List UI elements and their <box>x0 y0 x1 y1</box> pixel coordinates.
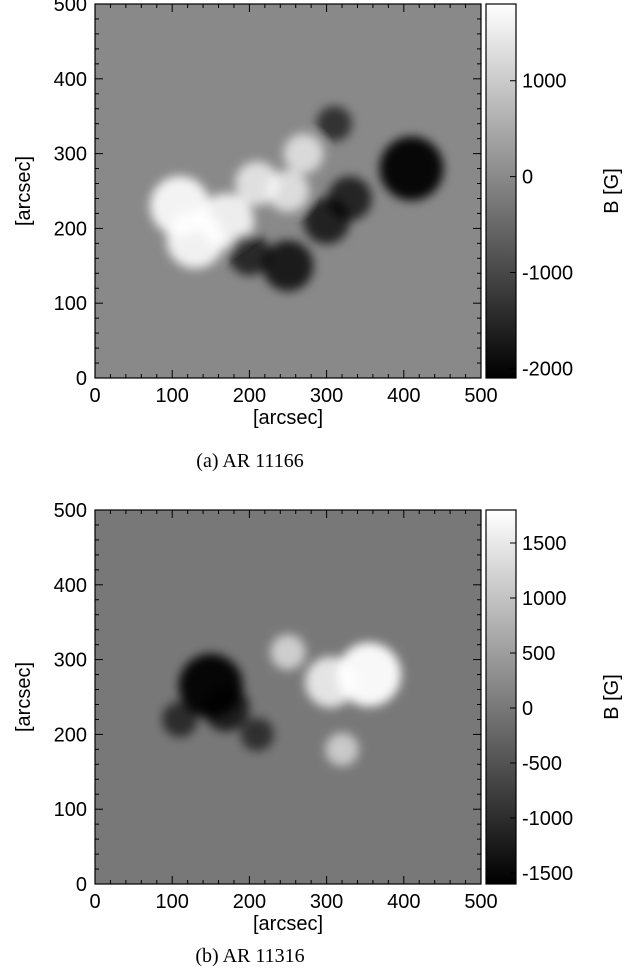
y-tick-label: 500 <box>54 0 87 16</box>
colorbar <box>485 3 517 379</box>
colorbar-tick-label: 0 <box>522 698 533 720</box>
positive-polarity-region <box>198 193 254 249</box>
negative-polarity-region <box>316 105 353 142</box>
colorbar-label: B [G] <box>601 168 623 214</box>
negative-polarity-region <box>262 240 314 292</box>
x-axis-label: [arcsec] <box>253 913 323 935</box>
plot-frame <box>94 3 482 379</box>
colorbar <box>485 509 517 885</box>
y-tick-label: 300 <box>54 650 87 672</box>
x-tick-label: 200 <box>233 891 266 913</box>
x-tick-label: 300 <box>310 385 343 407</box>
x-tick-label: 500 <box>464 891 497 913</box>
figure-panel-b: 0 100 200 300 400 500 0 100 200 300 400 500 [arcsec]… <box>0 490 631 980</box>
negative-polarity-region <box>228 233 271 276</box>
colorbar-tick-label: 1000 <box>522 71 567 93</box>
colorbar-tick-label: -1500 <box>522 863 573 885</box>
positive-polarity-region <box>305 656 356 708</box>
x-tick-label: 100 <box>156 385 189 407</box>
colorbar-tick-label: -2000 <box>522 358 573 380</box>
y-tick-label: 300 <box>54 144 87 166</box>
colorbar-tick-label: 0 <box>522 167 533 189</box>
y-tick-label: 200 <box>54 218 87 240</box>
y-tick-label: 500 <box>54 500 87 522</box>
x-tick-label: 400 <box>387 891 420 913</box>
colorbar-tick-label: -500 <box>522 753 562 775</box>
x-tick-label: 0 <box>89 891 100 913</box>
y-tick-label: 200 <box>54 724 87 746</box>
x-tick-label: 400 <box>387 385 420 407</box>
y-tick-label: 0 <box>76 368 87 390</box>
colorbar-label: B [G] <box>601 674 623 720</box>
figure-panel-a: 0 100 200 300 400 500 0 100 200 300 400 500 [arcsec]… <box>13 0 623 472</box>
positive-polarity-region <box>267 170 309 212</box>
negative-polarity-region <box>162 701 198 738</box>
positive-polarity-region <box>283 133 324 174</box>
colorbar-tick-label: -1000 <box>522 263 573 285</box>
x-tick-label: 0 <box>89 385 100 407</box>
x-axis-label: [arcsec] <box>253 407 323 429</box>
colorbar-tick-label: 500 <box>522 643 555 665</box>
x-tick-label: 500 <box>464 385 497 407</box>
y-tick-label: 100 <box>54 799 87 821</box>
colorbar-tick-label: 1000 <box>522 588 567 610</box>
y-axis-label: [arcsec] <box>13 156 35 226</box>
negative-polarity-region <box>327 176 372 221</box>
x-tick-label: 200 <box>233 385 266 407</box>
magnetogram-chart-b: 0 100 200 300 400 500 0 100 200 300 400 500 [arcsec]… <box>13 500 623 935</box>
y-tick-label: 400 <box>54 69 87 91</box>
y-axis-label: [arcsec] <box>13 662 35 732</box>
y-tick-label: 100 <box>54 293 87 315</box>
x-tick-label: 300 <box>310 891 343 913</box>
magnetogram-background <box>95 510 481 884</box>
negative-polarity-region <box>240 717 274 751</box>
panel-caption-b: (b) AR 11316 <box>195 945 305 967</box>
y-tick-label: 400 <box>54 575 87 597</box>
x-tick-label: 100 <box>156 891 189 913</box>
negative-polarity-region <box>203 685 250 732</box>
colorbar-tick-label: 1500 <box>522 533 567 555</box>
panel-caption-a: (a) AR 11166 <box>196 450 304 472</box>
colorbar-tick-label: -1000 <box>522 808 573 830</box>
positive-polarity-region <box>325 732 359 766</box>
plot-frame <box>94 509 482 885</box>
y-tick-label: 0 <box>76 874 87 896</box>
magnetogram-chart-a: 0 100 200 300 400 500 0 100 200 300 400 500 [arcsec]… <box>13 0 623 429</box>
negative-polarity-region <box>379 136 444 201</box>
positive-polarity-region <box>270 634 306 670</box>
